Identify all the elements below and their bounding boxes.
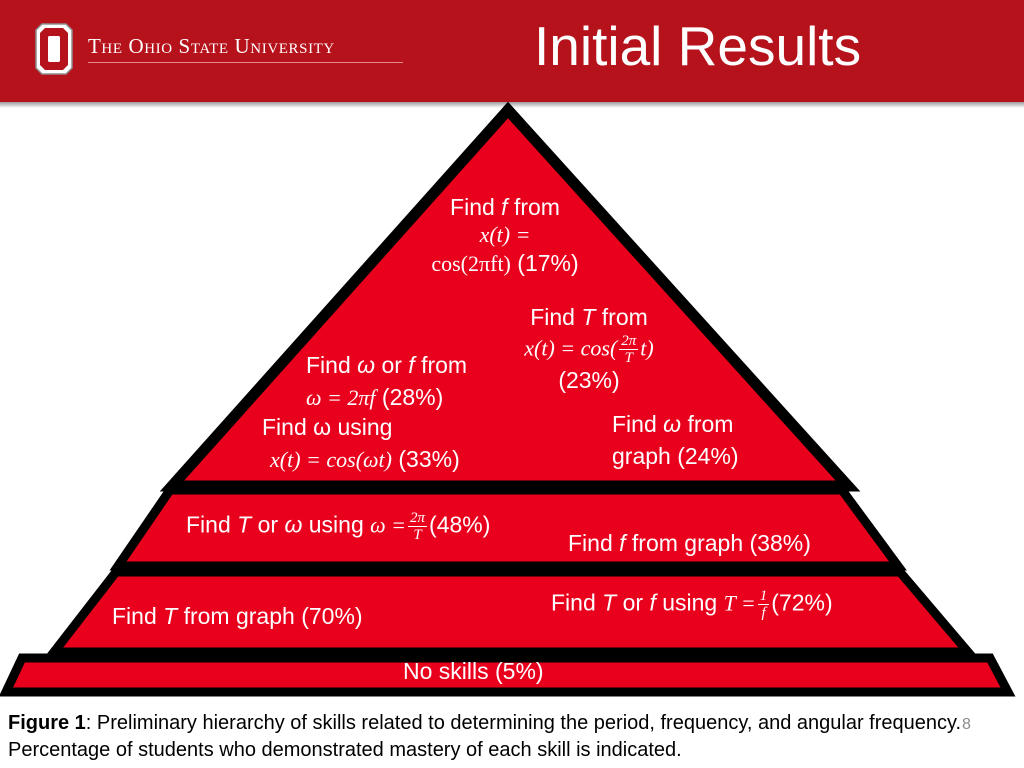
slide-title: Initial Results: [534, 15, 862, 77]
skill-find-t-or-omega-using-equation: Find T or ω using ω = 2π T (48%): [186, 510, 491, 543]
skill-find-omega-from-graph: Find ω from graph (24%): [612, 411, 739, 469]
page-number: 8: [962, 716, 971, 733]
pyramid-tier-second: [109, 485, 907, 571]
skill-no-skills: No skills (5%): [403, 658, 544, 684]
figure-caption-label: Figure 1: [8, 712, 86, 734]
university-name: The Ohio State University: [88, 34, 335, 58]
skill-find-t-or-f-using-equation: Find T or f using T = 1 f (72%): [551, 588, 833, 621]
skill-find-omega-using-equation: Find ω using x(t) = cos(ωt) (33%): [262, 414, 460, 472]
university-underline: [88, 62, 403, 63]
skill-find-t-from-graph: Find T from graph (70%): [112, 603, 363, 629]
figure-caption: Figure 1: Preliminary hierarchy of skill…: [8, 710, 968, 764]
pyramid-tier-third: [44, 567, 978, 657]
skill-pyramid: [0, 101, 1016, 697]
block-o-logo-icon: [34, 22, 74, 76]
header-shadow: [0, 102, 1024, 108]
slide-header: The Ohio State University Initial Result…: [0, 0, 1024, 102]
pyramid-tier-base: [0, 653, 1016, 697]
skill-find-f-from-equation: Find f from x(t) = cos(2πft) (17%): [431, 194, 579, 276]
skill-find-omega-or-f-from-equation: Find ω or f from ω = 2πf (28%): [306, 352, 468, 410]
figure-caption-text: : Preliminary hierarchy of skills relate…: [8, 712, 962, 761]
skill-find-f-from-graph: Find f from graph (38%): [568, 530, 811, 556]
